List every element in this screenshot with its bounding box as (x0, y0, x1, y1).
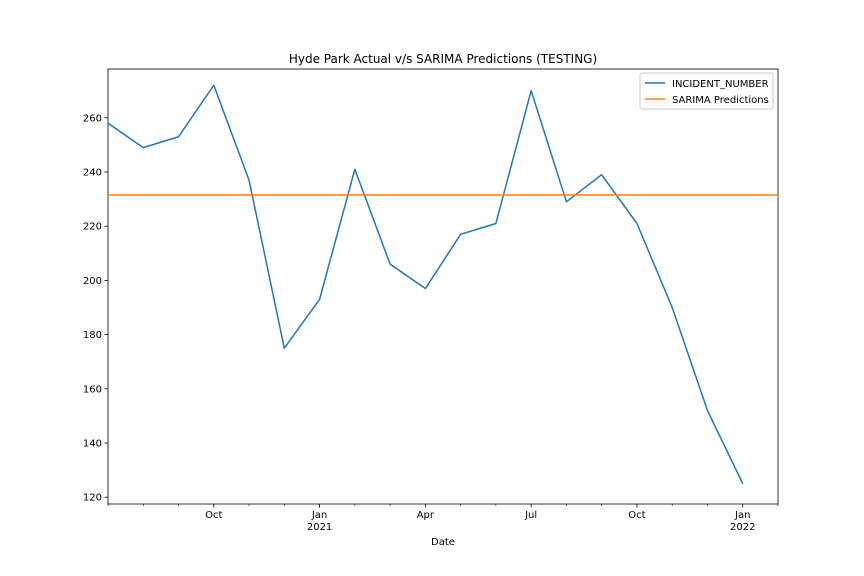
plot-frame (107, 68, 779, 505)
x-tick-label: Jan (311, 510, 327, 521)
x-tick-label: Jan (734, 510, 750, 521)
legend-label-sarima-predictions: SARIMA Predictions (672, 95, 769, 106)
y-tick-label: 140 (83, 439, 102, 450)
series-group (108, 84, 778, 484)
series-line-incident-number (108, 84, 744, 484)
y-tick-label: 260 (83, 113, 102, 124)
y-tick-label: 120 (83, 493, 102, 504)
y-tick-label: 220 (83, 222, 102, 233)
chart-title: Hyde Park Actual v/s SARIMA Predictions … (289, 52, 597, 66)
y-tick-label: 200 (83, 276, 102, 287)
x-tick-label: Jul (524, 510, 537, 521)
x-tick-label: Apr (417, 510, 435, 521)
legend-label-incident-number: INCIDENT_NUMBER (672, 79, 769, 90)
y-tick-label: 240 (83, 167, 102, 178)
plot-area (107, 68, 779, 505)
y-tick-label: 180 (83, 330, 102, 341)
legend: INCIDENT_NUMBER SARIMA Predictions (639, 72, 774, 110)
legend-box (639, 72, 774, 110)
x-tick-label: Oct (205, 510, 222, 521)
x-tick-label: Oct (628, 510, 645, 521)
y-tick-label: 160 (83, 384, 102, 395)
x-tick-year-label: 2021 (307, 522, 332, 533)
y-axis: 120 140 160 180 200 220 240 260 (83, 113, 108, 504)
x-axis-label: Date (431, 537, 455, 548)
x-tick-year-label: 2022 (730, 522, 755, 533)
